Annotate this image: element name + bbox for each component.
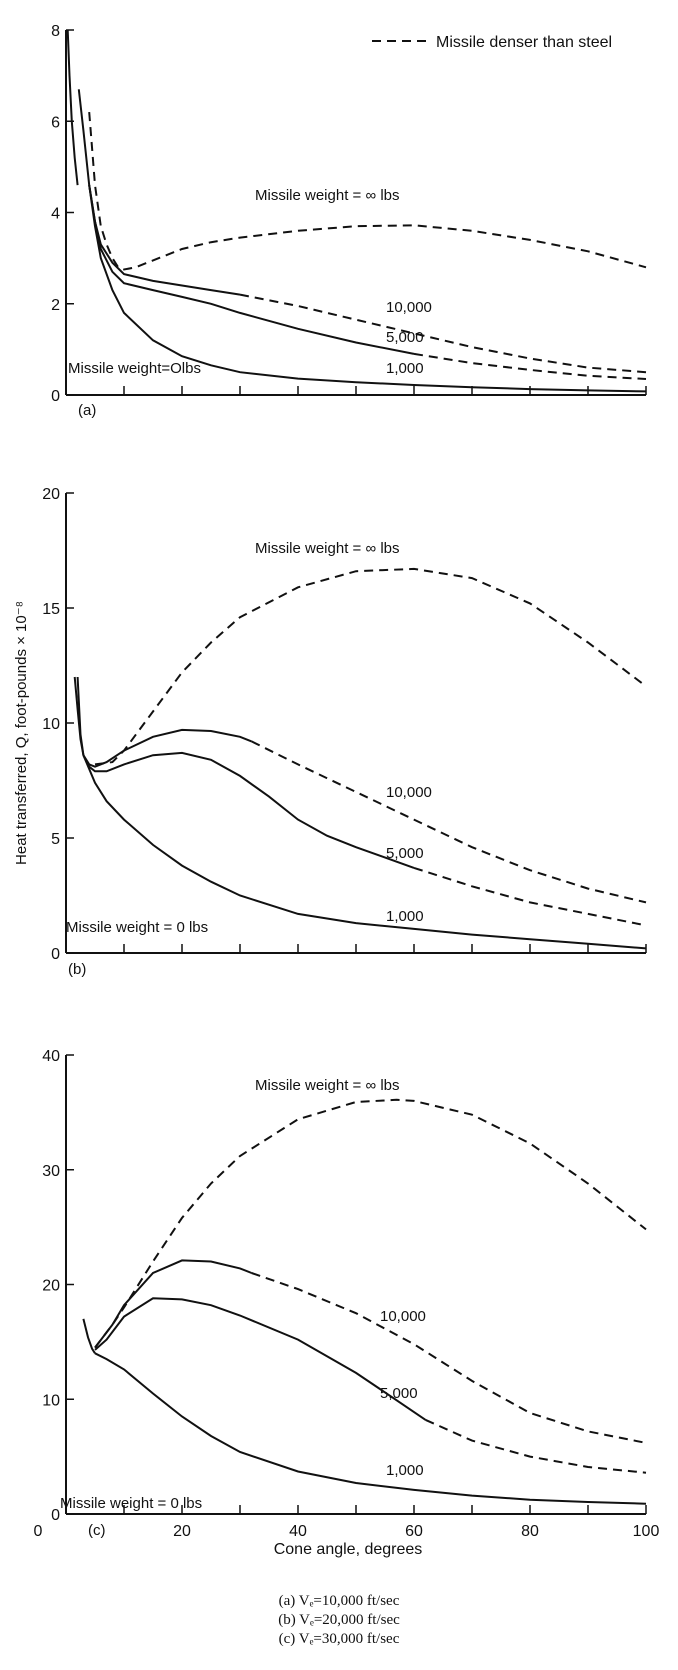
- series-line-solid: [77, 89, 241, 296]
- series-label: Missile weight = 0 lbs: [66, 919, 208, 936]
- y-tick-label: 8: [51, 23, 60, 40]
- series-line-solid: [76, 676, 252, 768]
- x-tick-label: 100: [633, 1523, 660, 1540]
- series-line-dashed: [94, 1098, 647, 1349]
- caption-line-a: (a) Vₑ=10,000 ft/sec: [278, 1593, 400, 1609]
- series-line-dashed: [94, 567, 647, 766]
- series-label: 1,000: [386, 908, 424, 925]
- series-label: Missile weight=Olbs: [68, 360, 201, 377]
- x-origin-label: 0: [34, 1523, 43, 1540]
- series-line-dashed: [413, 866, 647, 927]
- y-tick-label: 4: [51, 206, 60, 223]
- panel-tag: (b): [68, 961, 86, 978]
- series-label: 5,000: [386, 845, 424, 862]
- series-label: Missile weight = 0 lbs: [60, 1495, 202, 1512]
- x-tick-label: 80: [521, 1523, 539, 1540]
- series-label: 10,000: [380, 1308, 426, 1325]
- x-tick-label: 60: [405, 1523, 423, 1540]
- caption-line-c: (c) Vₑ=30,000 ft/sec: [278, 1631, 400, 1647]
- series-line-solid: [88, 184, 415, 355]
- series-label: 10,000: [386, 784, 432, 801]
- series-line-dashed: [425, 1418, 647, 1474]
- series-label: 5,000: [386, 329, 424, 346]
- x-tick-label: 20: [173, 1523, 191, 1540]
- series-line-dashed: [239, 293, 647, 374]
- series-line-solid: [82, 1318, 96, 1354]
- series-label: 5,000: [380, 1385, 418, 1402]
- series-label: Missile weight = ∞ lbs: [255, 540, 400, 557]
- series-line-solid: [88, 184, 647, 393]
- y-tick-label: 10: [42, 716, 60, 733]
- series-label: 1,000: [386, 360, 424, 377]
- y-tick-label: 10: [42, 1392, 60, 1409]
- y-tick-label: 6: [51, 114, 60, 131]
- y-axis-label: Heat transferred, Q, foot-pounds × 10⁻⁸: [13, 601, 30, 865]
- series-line-solid: [94, 1259, 252, 1349]
- x-tick-label: 40: [289, 1523, 307, 1540]
- figure-caption: (a) Vₑ=10,000 ft/sec (b) Vₑ=20,000 ft/se…: [0, 1592, 678, 1649]
- x-axis-label: Cone angle, degrees: [274, 1541, 423, 1558]
- y-tick-label: 40: [42, 1048, 60, 1065]
- series-line-solid: [82, 751, 415, 869]
- y-tick-label: 0: [51, 1507, 60, 1524]
- y-tick-label: 20: [42, 1278, 60, 1295]
- series-line-solid: [94, 1352, 647, 1505]
- series-line-dashed: [413, 352, 647, 380]
- series-line-dashed: [251, 1272, 647, 1444]
- caption-line-b: (b) Vₑ=20,000 ft/sec: [278, 1612, 400, 1628]
- panel-tag: (a): [78, 402, 96, 419]
- y-tick-label: 5: [51, 831, 60, 848]
- series-line-solid: [94, 1297, 427, 1421]
- series-label: Missile weight = ∞ lbs: [255, 1077, 400, 1094]
- y-tick-label: 0: [51, 946, 60, 963]
- series-line-solid: [66, 29, 79, 186]
- y-tick-label: 2: [51, 297, 60, 314]
- series-label: Missile weight = ∞ lbs: [255, 187, 400, 204]
- series-line-solid: [73, 676, 85, 756]
- series-label: 1,000: [386, 1462, 424, 1479]
- panel-tag: (c): [88, 1522, 106, 1539]
- series-line-dashed: [88, 112, 647, 271]
- series-line-dashed: [251, 740, 647, 904]
- series-label: 10,000: [386, 299, 432, 316]
- series-line-solid: [82, 754, 647, 950]
- y-tick-label: 30: [42, 1163, 60, 1180]
- legend-label: Missile denser than steel: [436, 34, 612, 51]
- y-tick-label: 0: [51, 388, 60, 405]
- y-tick-label: 20: [42, 486, 60, 503]
- y-tick-label: 15: [42, 601, 60, 618]
